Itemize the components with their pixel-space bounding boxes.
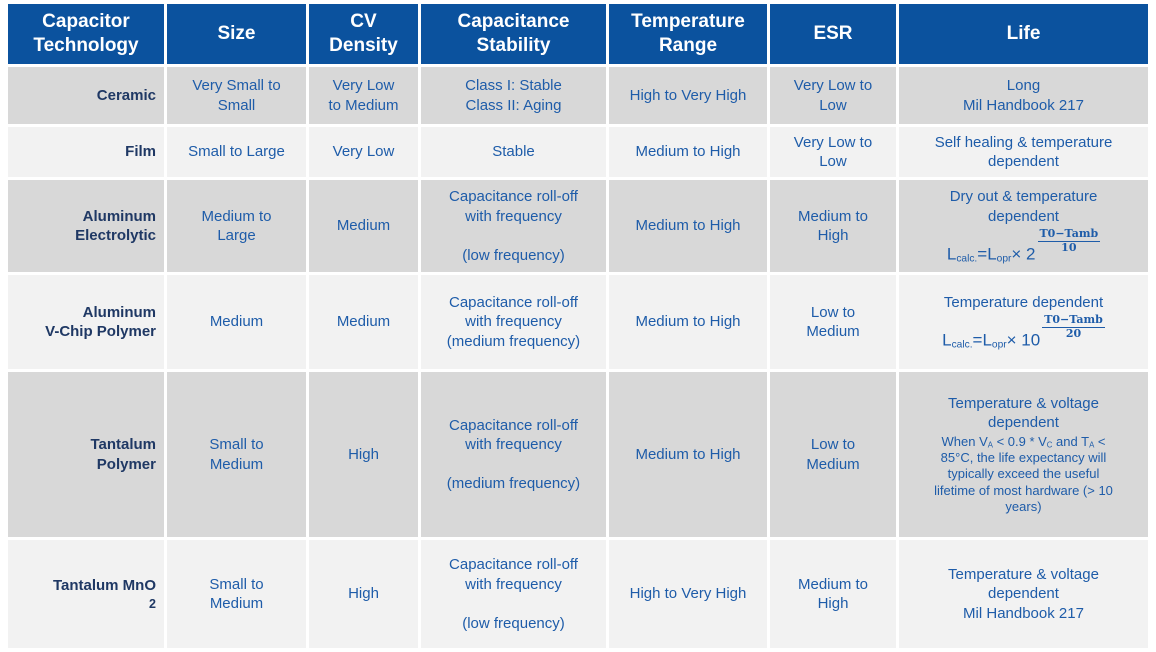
cell-film-technology: Film [8, 127, 164, 177]
cell-tantalum-polymer-life: Temperature & voltage dependent When VA … [899, 372, 1148, 537]
cell-aluminum-electrolytic-size: Medium to Large [167, 180, 306, 272]
life-expectancy-formula: Lcalc.=Lopr× 2 T0−Tamb 10 [946, 227, 1101, 265]
cell-aluminum-vchip-size: Medium [167, 275, 306, 369]
life-expectancy-formula: Lcalc.=Lopr× 10 T0−Tamb 20 [942, 313, 1105, 351]
cell-film-cv-density: Very Low [309, 127, 418, 177]
life-expectancy-note: When VA < 0.9 * VC and TA <85°C, the lif… [934, 433, 1113, 514]
capacitor-comparison-table: Capacitor Technology Size CV Density Cap… [8, 4, 1148, 648]
cell-tantalum-mno2-stability: Capacitance roll-off with frequency (low… [421, 540, 606, 648]
cell-tantalum-mno2-esr: Medium to High [770, 540, 896, 648]
cell-tantalum-polymer-temperature: Medium to High [609, 372, 767, 537]
cell-aluminum-electrolytic-life: Dry out & temperature dependent Lcalc.=L… [899, 180, 1148, 272]
header-cell-cv-density: CV Density [309, 4, 418, 64]
cell-film-life: Self healing & temperature dependent [899, 127, 1148, 177]
cell-aluminum-vchip-stability: Capacitance roll-off with frequency (med… [421, 275, 606, 369]
cell-tantalum-mno2-size: Small to Medium [167, 540, 306, 648]
cell-film-esr: Very Low to Low [770, 127, 896, 177]
cell-aluminum-vchip-technology: Aluminum V-Chip Polymer [8, 275, 164, 369]
header-cell-capacitance-stability: Capacitance Stability [421, 4, 606, 64]
cell-tantalum-mno2-life: Temperature & voltage dependent Mil Hand… [899, 540, 1148, 648]
cell-film-size: Small to Large [167, 127, 306, 177]
life-heading: Temperature & voltage dependent [948, 394, 1099, 432]
cell-aluminum-electrolytic-stability: Capacitance roll-off with frequency (low… [421, 180, 606, 272]
cell-tantalum-polymer-cv-density: High [309, 372, 418, 537]
header-cell-life: Life [899, 4, 1148, 64]
cell-tantalum-polymer-size: Small to Medium [167, 372, 306, 537]
cell-tantalum-mno2-temperature: High to Very High [609, 540, 767, 648]
cell-ceramic-size: Very Small to Small [167, 67, 306, 124]
cell-aluminum-electrolytic-technology: Aluminum Electrolytic [8, 180, 164, 272]
header-cell-size: Size [167, 4, 306, 64]
cell-aluminum-vchip-life: Temperature dependent Lcalc.=Lopr× 10 T0−… [899, 275, 1148, 369]
cell-ceramic-life: Long Mil Handbook 217 [899, 67, 1148, 124]
header-cell-temperature-range: Temperature Range [609, 4, 767, 64]
cell-tantalum-mno2-cv-density: High [309, 540, 418, 648]
cell-ceramic-esr: Very Low to Low [770, 67, 896, 124]
cell-film-stability: Stable [421, 127, 606, 177]
cell-ceramic-temperature: High to Very High [609, 67, 767, 124]
header-cell-esr: ESR [770, 4, 896, 64]
cell-aluminum-vchip-temperature: Medium to High [609, 275, 767, 369]
header-cell-capacitor-technology: Capacitor Technology [8, 4, 164, 64]
cell-aluminum-electrolytic-cv-density: Medium [309, 180, 418, 272]
cell-ceramic-technology: Ceramic [8, 67, 164, 124]
cell-tantalum-polymer-stability: Capacitance roll-off with frequency (med… [421, 372, 606, 537]
cell-film-temperature: Medium to High [609, 127, 767, 177]
cell-tantalum-mno2-technology: Tantalum MnO 2 [8, 540, 164, 648]
cell-tantalum-polymer-technology: Tantalum Polymer [8, 372, 164, 537]
cell-aluminum-electrolytic-temperature: Medium to High [609, 180, 767, 272]
cell-aluminum-vchip-esr: Low to Medium [770, 275, 896, 369]
cell-ceramic-cv-density: Very Low to Medium [309, 67, 418, 124]
cell-aluminum-vchip-cv-density: Medium [309, 275, 418, 369]
cell-aluminum-electrolytic-esr: Medium to High [770, 180, 896, 272]
life-heading: Temperature dependent [943, 293, 1104, 311]
life-heading: Dry out & temperature dependent [949, 188, 1098, 225]
cell-tantalum-polymer-esr: Low to Medium [770, 372, 896, 537]
cell-ceramic-stability: Class I: Stable Class II: Aging [421, 67, 606, 124]
